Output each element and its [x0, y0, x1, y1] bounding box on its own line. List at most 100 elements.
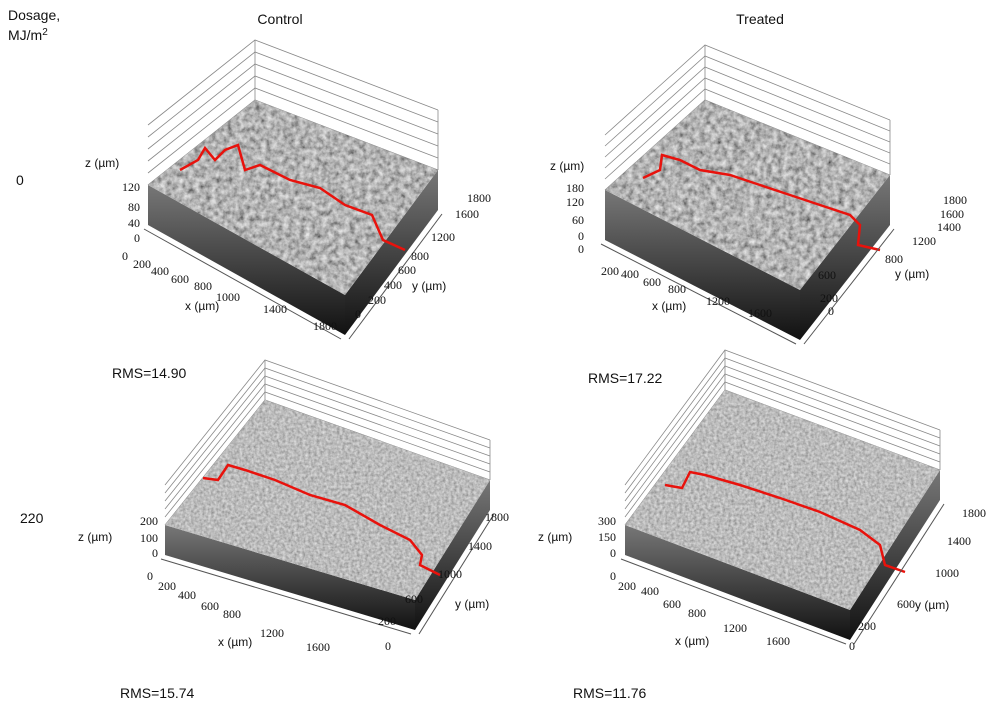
x-tick-label: 600: [643, 275, 661, 289]
x-tick-label: 200: [601, 264, 619, 278]
y-tick-label: 1400: [468, 539, 492, 553]
x-tick-label: 0: [122, 249, 128, 263]
x-tick-label: 600: [171, 272, 189, 286]
x-tick-label: 1000: [216, 290, 240, 304]
unit: MJ/m: [8, 27, 42, 43]
x-tick-label: 800: [668, 282, 686, 296]
y-tick-label: 1000: [438, 567, 462, 581]
x-tick-label: 200: [618, 579, 636, 593]
profile-line: [202, 463, 441, 577]
z-axis-label: z (µm): [538, 530, 572, 544]
dosage-label: Dosage,: [8, 7, 60, 23]
z-tick-label: 0: [152, 546, 158, 560]
x-tick-label: 1400: [263, 302, 287, 316]
profile-line: [664, 470, 906, 574]
rms-label: RMS=17.22: [588, 370, 663, 386]
z-tick-label: 80: [128, 200, 140, 214]
z-tick-label: 120: [566, 195, 584, 209]
y-tick-label: 0: [385, 639, 391, 653]
y-axis-label: y (µm): [915, 598, 949, 612]
y-tick-label: 1800: [962, 506, 986, 520]
y-tick-label: 200: [820, 291, 838, 305]
y-tick-label: 0: [849, 639, 855, 653]
x-tick-label: 400: [641, 584, 659, 598]
x-tick-label: 1200: [260, 626, 284, 640]
z-axis-label: z (µm): [550, 159, 584, 173]
y-axis-label: y (µm): [895, 267, 929, 281]
axis-line: [853, 503, 945, 645]
x-tick-label: 1600: [306, 640, 330, 654]
z-tick-label: 0: [578, 242, 584, 256]
surface-front: [625, 525, 850, 640]
x-tick-label: 800: [688, 606, 706, 620]
x-tick-label: 1200: [723, 621, 747, 635]
axis-line: [160, 558, 412, 635]
z-tick-label: 100: [140, 531, 158, 545]
y-tick-label: 600: [897, 597, 915, 611]
rms-label: RMS=11.76: [573, 685, 646, 701]
surface-front: [165, 525, 415, 630]
z-tick-label: 300: [598, 514, 616, 528]
z-tick-label: 200: [140, 514, 158, 528]
axis-line: [143, 228, 342, 340]
x-axis-label: x (µm): [675, 634, 709, 648]
z-tick-label: 0: [134, 231, 140, 245]
frame-line: [147, 39, 439, 126]
y-tick-label: 600: [398, 263, 416, 277]
profile-line: [642, 153, 881, 252]
surface-top: [605, 100, 890, 290]
x-tick-label: 1600: [748, 306, 772, 320]
surface-front: [605, 190, 800, 340]
x-tick-label: 200: [158, 579, 176, 593]
axis-line: [348, 213, 443, 340]
y-tick-label: 200: [378, 614, 396, 628]
surface-top: [148, 100, 438, 295]
surface-side: [800, 175, 890, 340]
y-axis-label: y (µm): [412, 279, 446, 293]
x-tick-label: 600: [663, 597, 681, 611]
y-axis-label: y (µm): [455, 597, 489, 611]
z-axis-label: z (µm): [78, 530, 112, 544]
x-tick-label: 1200: [706, 294, 730, 308]
z-tick-label: 40: [128, 216, 140, 230]
z-tick-label: 0: [610, 546, 616, 560]
y-tick-label: 800: [885, 252, 903, 266]
x-tick-label: 400: [178, 588, 196, 602]
x-tick-label: 400: [621, 267, 639, 281]
x-axis-label: x (µm): [185, 299, 219, 313]
row-label: 0: [16, 172, 24, 188]
axis-line: [418, 513, 495, 635]
x-tick-label: 1800: [313, 319, 337, 333]
y-tick-label: 1200: [431, 230, 455, 244]
y-tick-label: 1800: [467, 191, 491, 205]
axis-line: [803, 228, 895, 345]
x-tick-label: 1600: [766, 634, 790, 648]
z-axis-label: z (µm): [85, 156, 119, 170]
x-tick-label: 400: [151, 264, 169, 278]
y-tick-label: 1800: [943, 193, 967, 207]
row-label: 220: [20, 510, 44, 526]
x-tick-label: 200: [133, 257, 151, 271]
surface-side: [345, 170, 438, 335]
axis-line: [600, 243, 797, 345]
y-tick-label: 200: [368, 293, 386, 307]
x-tick-label: 800: [223, 607, 241, 621]
surface-front: [148, 185, 345, 335]
z-tick-label: 180: [566, 181, 584, 195]
rms-label: RMS=14.90: [112, 365, 187, 381]
x-axis-label: x (µm): [218, 635, 252, 649]
z-tick-label: 60: [572, 213, 584, 227]
column-title: Treated: [736, 11, 784, 27]
y-tick-label: 1400: [947, 534, 971, 548]
x-tick-label: 600: [201, 599, 219, 613]
profile-line: [179, 143, 406, 252]
z-tick-label: 120: [122, 180, 140, 194]
y-tick-label: 400: [384, 278, 402, 292]
x-tick-label: 0: [147, 569, 153, 583]
x-axis-label: x (µm): [652, 299, 686, 313]
y-tick-label: 0: [355, 307, 361, 321]
surface-side: [415, 480, 490, 630]
y-tick-label: 0: [828, 304, 834, 318]
y-tick-label: 1800: [485, 510, 509, 524]
